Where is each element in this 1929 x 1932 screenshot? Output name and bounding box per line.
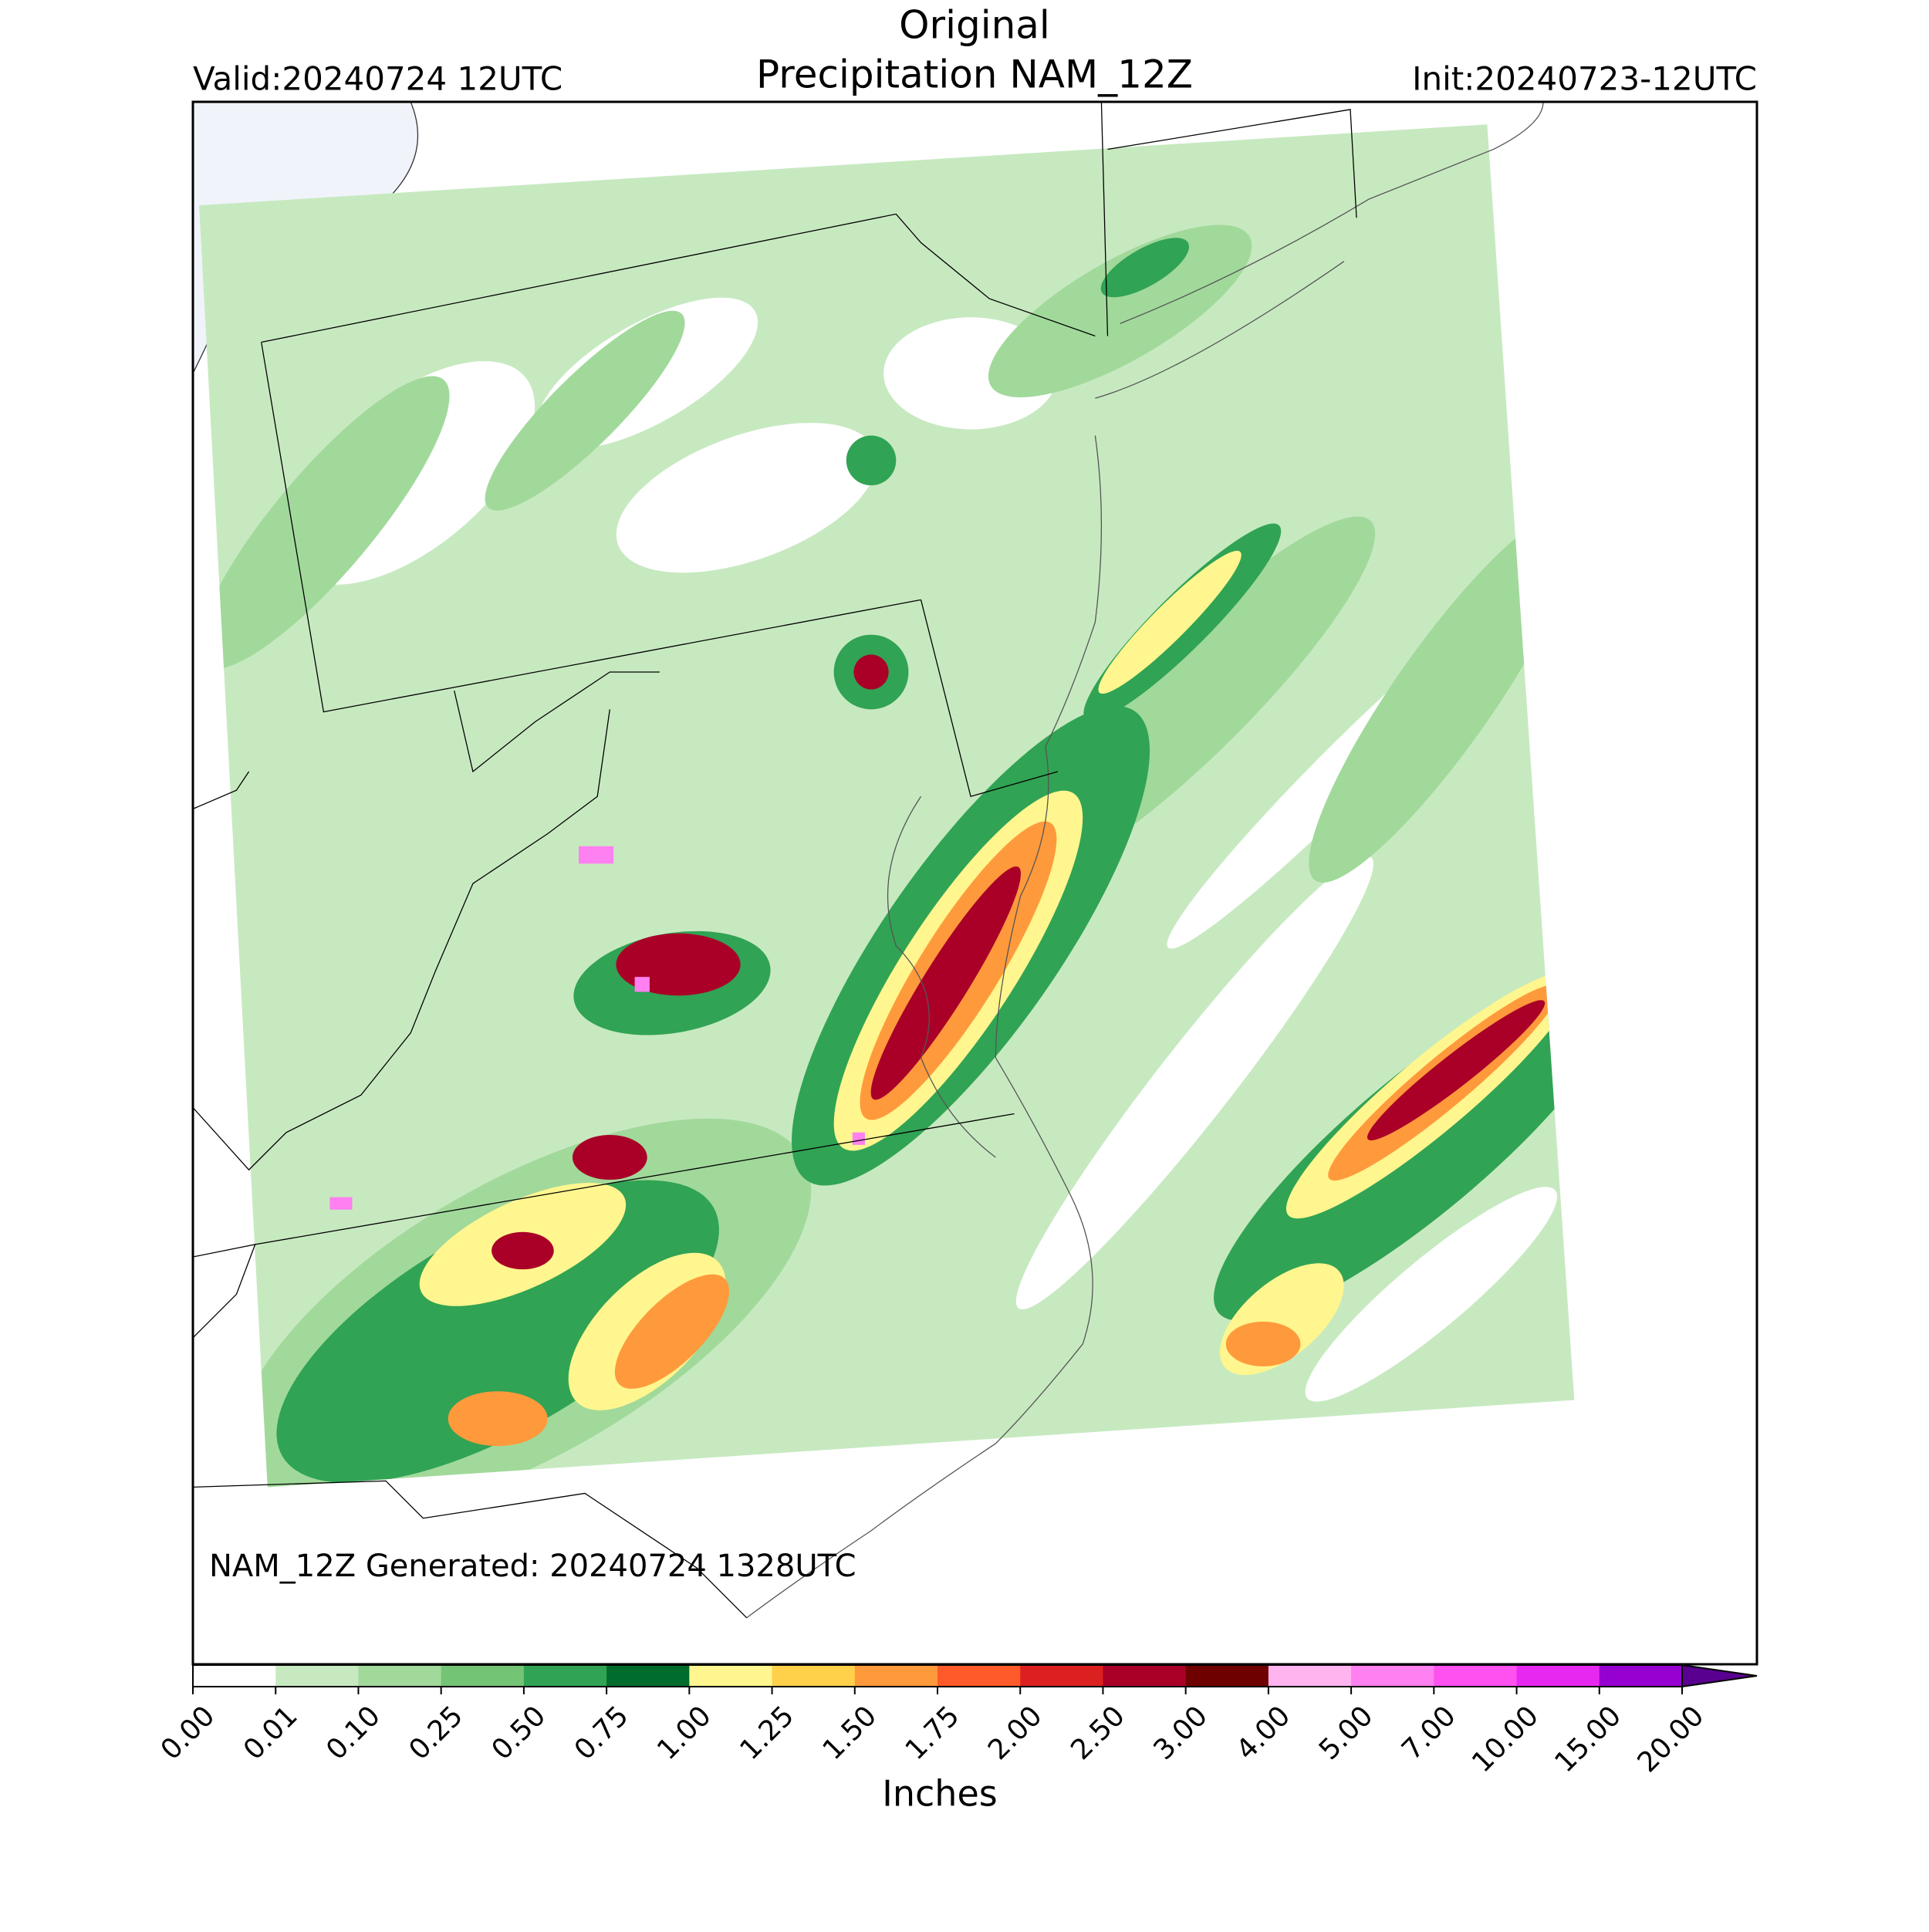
precipitation-field (199, 225, 1575, 1488)
colorbar-tick-label: 0.00 (155, 1700, 221, 1766)
colorbar-bin (1434, 1665, 1518, 1687)
colorbar-tick-label: 1.50 (817, 1700, 883, 1766)
colorbar-tick-label: 0.01 (238, 1700, 304, 1766)
colorbar-bin (1185, 1665, 1269, 1687)
generated-note: NAM_12Z Generated: 20240724 1328UTC (209, 1549, 856, 1584)
colorbar-bin (1268, 1665, 1352, 1687)
colorbar-bin (1516, 1665, 1600, 1687)
colorbar-tick-label: 0.50 (486, 1700, 552, 1766)
colorbar-label: Inches (882, 1773, 997, 1815)
colorbar-tick-label: 4.00 (1231, 1700, 1297, 1766)
colorbar-tick-label: 10.00 (1466, 1700, 1545, 1778)
colorbar-tick-label: 20.00 (1632, 1700, 1711, 1778)
colorbar-bin (689, 1665, 773, 1687)
colorbar-bin (1103, 1665, 1187, 1687)
coastline (746, 102, 1544, 1619)
colorbar-tick-label: 0.25 (403, 1700, 469, 1766)
map (192, 102, 1575, 1619)
colorbar-bin (937, 1665, 1021, 1687)
subtitle: Precipitation NAM_12Z (756, 52, 1193, 97)
colorbar-bin (1020, 1665, 1103, 1687)
colorbar-tick-label: 1.25 (734, 1700, 800, 1766)
colorbar-bin (275, 1665, 359, 1687)
colorbar-bin (1599, 1665, 1683, 1687)
colorbar-tick-label: 1.00 (651, 1700, 718, 1766)
colorbar-tick-label: 3.00 (1147, 1700, 1214, 1766)
state-borders (192, 102, 1357, 1619)
valid-time: Valid:20240724 12UTC (193, 60, 562, 98)
colorbar-tick-label: 0.75 (569, 1700, 635, 1766)
title: Original (899, 3, 1050, 48)
colorbar-tick-label: 0.10 (320, 1700, 387, 1766)
colorbar-tick-label: 1.75 (900, 1700, 966, 1766)
colorbar-bin (854, 1665, 938, 1687)
colorbar-tick-label: 15.00 (1549, 1700, 1627, 1778)
colorbar-bin (1351, 1665, 1434, 1687)
colorbar-bin (772, 1665, 856, 1687)
init-time: Init:20240723-12UTC (1412, 60, 1757, 98)
colorbar-bin (441, 1665, 525, 1687)
colorbar-tick-label: 7.00 (1396, 1700, 1462, 1766)
colorbar-bin (358, 1665, 442, 1687)
colorbar-tick-label: 2.00 (982, 1700, 1049, 1766)
colorbar-tick-label: 2.50 (1065, 1700, 1131, 1766)
colorbar-bin (606, 1665, 690, 1687)
colorbar-bin (193, 1665, 276, 1687)
colorbar: 0.00 0.01 0.10 0.25 0.50 0.75 1.00 1.25 1.50 1.75… (155, 1663, 1758, 1778)
colorbar-bin (523, 1665, 607, 1687)
colorbar-extend (1681, 1663, 1758, 1688)
colorbar-tick-label: 5.00 (1313, 1700, 1380, 1766)
